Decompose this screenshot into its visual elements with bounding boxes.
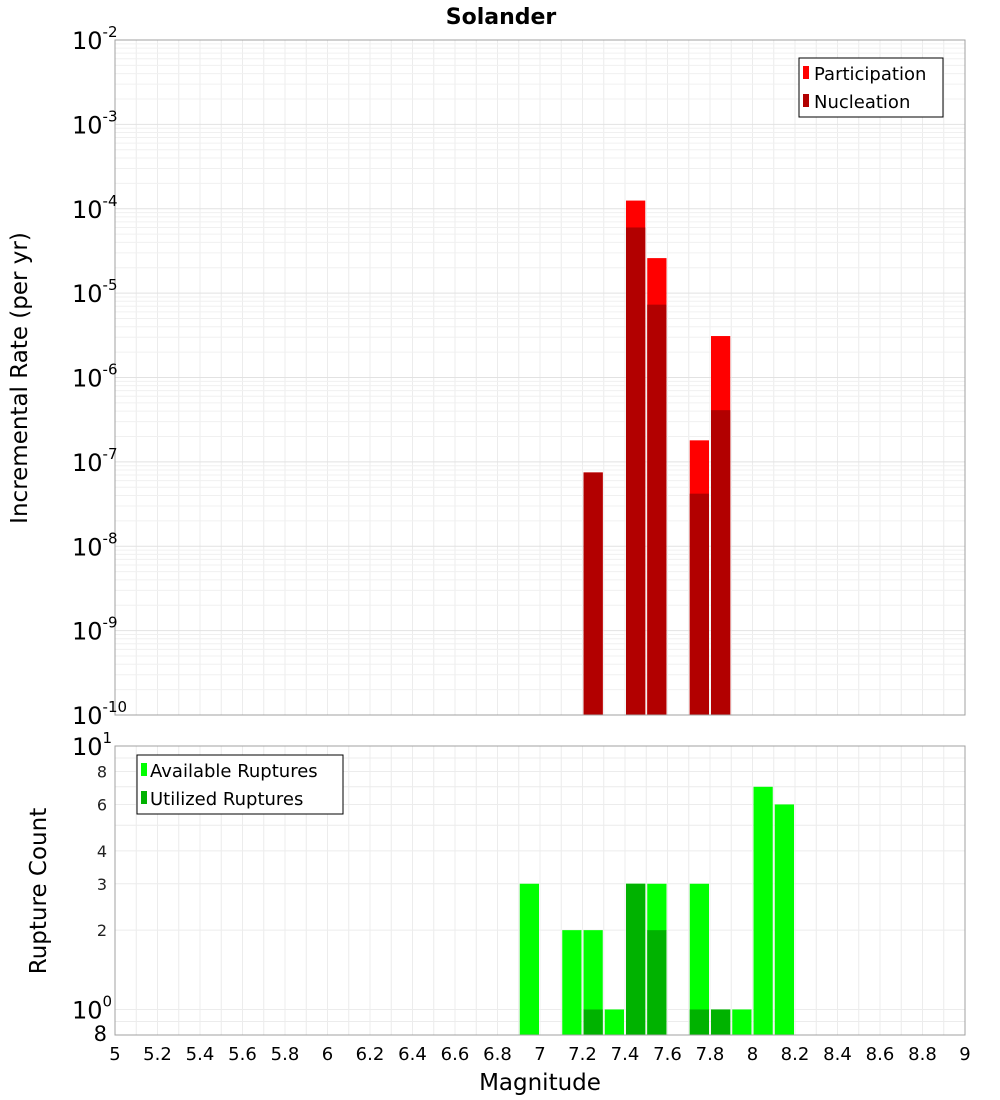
rate-y-tick-label: 10-10 — [72, 698, 127, 730]
rate-legend-box — [798, 57, 944, 118]
magnitude-x-tick-label: 7.8 — [696, 1044, 725, 1065]
magnitude-x-tick-label: 8 — [747, 1044, 758, 1065]
available-ruptures-bar — [774, 804, 794, 1035]
available-legend-label: Available Ruptures — [150, 761, 318, 782]
rate-bars — [583, 200, 731, 715]
available-ruptures-bar — [604, 1009, 624, 1035]
magnitude-x-tick-label: 5.6 — [228, 1044, 257, 1065]
available-ruptures-bar — [732, 1009, 752, 1035]
participation-legend-label: Participation — [814, 64, 926, 85]
available-ruptures-bar — [562, 930, 582, 1035]
magnitude-x-tick-label: 7 — [534, 1044, 545, 1065]
rate-y-tick-label: 10-8 — [72, 529, 118, 561]
count-y-minor-tick-label: 2 — [97, 921, 107, 940]
nucleation-bar — [689, 493, 709, 715]
rate-y-tick-label: 10-6 — [72, 361, 118, 393]
rate-y-tick-label: 10-2 — [72, 23, 118, 55]
available-legend-swatch — [141, 763, 147, 776]
count-y-minor-tick-label: 8 — [97, 763, 107, 782]
participation-legend-swatch — [803, 66, 809, 79]
magnitude-x-tick-label: 6.2 — [356, 1044, 385, 1065]
count-y-axis-label: Rupture Count — [26, 808, 52, 974]
count-y-minor-tick-label: 8 — [94, 1022, 107, 1046]
magnitude-x-tick-label: 7.4 — [611, 1044, 640, 1065]
magnitude-x-tick-label: 6.4 — [398, 1044, 427, 1065]
available-ruptures-bar — [519, 883, 539, 1035]
magnitude-x-ticks: 5 5.2 5.4 5.6 5.8 6 6.2 6.4 6.6 6.8 7 7.2 7.4 7.6 7.8 8… — [109, 1044, 970, 1065]
magnitude-x-tick-label: 5.8 — [271, 1044, 300, 1065]
utilized-ruptures-bar — [689, 1009, 709, 1035]
magnitude-x-tick-label: 8.6 — [866, 1044, 895, 1065]
count-bars — [519, 786, 794, 1035]
magnitude-x-axis-label: Magnitude — [479, 1070, 601, 1096]
count-legend-box — [136, 754, 344, 815]
rate-y-tick-label: 10-3 — [72, 107, 118, 139]
magnitude-x-tick-label: 5.4 — [186, 1044, 215, 1065]
count-legend: Available Ruptures Utilized Ruptures — [136, 754, 344, 815]
rate-y-tick-label: 10-9 — [72, 614, 118, 646]
rate-y-axis-label: Incremental Rate (per yr) — [7, 232, 33, 524]
magnitude-x-tick-label: 8.8 — [908, 1044, 937, 1065]
nucleation-bar — [647, 304, 667, 715]
utilized-ruptures-bar — [711, 1009, 731, 1035]
rate-y-ticks: 10-10 10-9 10-8 10-7 10-6 10-5 10-4 10-3 10-2 — [72, 23, 127, 730]
chart-title: Solander — [446, 5, 557, 30]
magnitude-x-tick-label: 5 — [109, 1044, 120, 1065]
nucleation-legend-swatch — [803, 94, 809, 107]
nucleation-bar — [583, 472, 603, 715]
nucleation-legend-label: Nucleation — [814, 92, 910, 113]
magnitude-x-tick-label: 6.8 — [483, 1044, 512, 1065]
magnitude-x-tick-label: 6 — [322, 1044, 333, 1065]
magnitude-x-tick-label: 9 — [959, 1044, 970, 1065]
utilized-legend-swatch — [141, 791, 147, 804]
utilized-legend-label: Utilized Ruptures — [150, 789, 303, 810]
magnitude-x-tick-label: 8.2 — [781, 1044, 810, 1065]
magnitude-x-tick-label: 8.4 — [823, 1044, 852, 1065]
rate-panel: 10-10 10-9 10-8 10-7 10-6 10-5 10-4 10-3 10-2 In… — [7, 23, 966, 730]
count-y-minor-tick-label: 6 — [97, 795, 107, 814]
rate-y-tick-label: 10-5 — [72, 276, 118, 308]
rate-plot-border — [114, 39, 966, 716]
rate-y-tick-label: 10-4 — [72, 192, 118, 224]
magnitude-x-tick-label: 7.6 — [653, 1044, 682, 1065]
count-panel: 100 101 8 2 3 4 6 8 5 5.2 5.4 5.6 5.8 6 6.2 6.4 6.6 6.8 7… — [26, 729, 971, 1096]
available-ruptures-bar — [753, 786, 773, 1035]
count-y-ticks: 100 101 8 2 3 4 6 8 — [72, 729, 112, 1046]
magnitude-x-tick-label: 5.2 — [143, 1044, 172, 1065]
count-y-minor-tick-label: 4 — [97, 842, 107, 861]
rate-grid — [114, 40, 966, 716]
count-plot-border — [114, 745, 966, 1036]
count-y-tick-label: 100 — [72, 992, 112, 1024]
rate-legend: Participation Nucleation — [798, 57, 944, 118]
nucleation-bar — [711, 410, 731, 715]
available-ruptures-bar — [583, 930, 603, 1035]
available-ruptures-bar — [689, 883, 709, 1035]
count-y-minor-tick-label: 3 — [97, 875, 107, 894]
magnitude-x-tick-label: 7.2 — [568, 1044, 597, 1065]
count-y-tick-label: 101 — [72, 729, 112, 761]
utilized-ruptures-bar — [647, 930, 667, 1035]
utilized-ruptures-bar — [626, 883, 646, 1035]
magnitude-x-tick-label: 6.6 — [441, 1044, 470, 1065]
nucleation-bar — [626, 227, 646, 715]
rate-y-tick-label: 10-7 — [72, 445, 118, 477]
utilized-ruptures-bar — [583, 1009, 603, 1035]
